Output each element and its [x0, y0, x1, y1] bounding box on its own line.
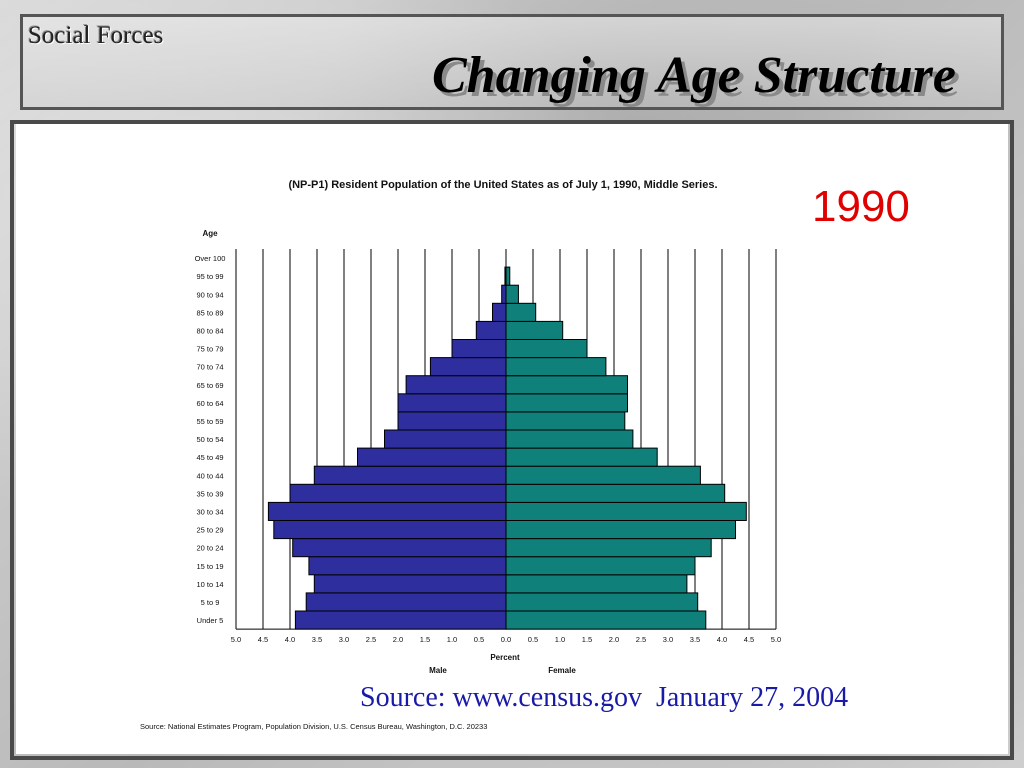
male-bar — [397, 393, 507, 413]
x-tick-label: 2.0 — [393, 635, 403, 644]
female-bar — [505, 465, 701, 485]
age-label: 85 to 89 — [196, 308, 223, 317]
male-bar — [501, 284, 507, 304]
x-tick-label: 3.5 — [312, 635, 322, 644]
female-bar — [505, 339, 588, 359]
female-label: Female — [548, 666, 576, 675]
female-bar — [505, 302, 537, 322]
age-label: 35 to 39 — [196, 489, 223, 498]
chart-title: (NP-P1) Resident Population of the Unite… — [288, 179, 717, 191]
female-bar — [505, 320, 564, 340]
x-tick-label: 3.0 — [663, 635, 673, 644]
age-label: 10 to 14 — [196, 580, 223, 589]
male-bar — [451, 339, 507, 359]
section-label: Social Forces — [28, 22, 164, 49]
age-label: 45 to 49 — [196, 453, 223, 462]
age-label: 95 to 99 — [196, 272, 223, 281]
male-bar — [294, 610, 507, 630]
female-bar — [505, 411, 626, 431]
age-label: 15 to 19 — [196, 562, 223, 571]
year-label: 1990 — [812, 182, 910, 231]
age-label: 90 to 94 — [196, 290, 223, 299]
x-tick-label: 3.0 — [339, 635, 349, 644]
x-tick-label: 4.5 — [744, 635, 754, 644]
male-bar — [267, 501, 507, 521]
female-bar — [505, 447, 658, 467]
age-label: 5 to 9 — [201, 598, 220, 607]
age-label: 30 to 34 — [196, 507, 223, 516]
x-tick-label: 0.0 — [501, 635, 511, 644]
age-label: 75 to 79 — [196, 345, 223, 354]
male-bar — [308, 556, 507, 576]
female-bar — [505, 266, 511, 286]
content-frame — [10, 120, 1014, 760]
female-bar — [505, 501, 747, 521]
male-bar — [292, 538, 507, 558]
x-tick-label: 1.5 — [420, 635, 430, 644]
female-bar — [505, 429, 634, 449]
male-bar — [357, 447, 507, 467]
x-tick-label: 2.5 — [636, 635, 646, 644]
age-label: Over 100 — [195, 254, 226, 263]
age-label: Under 5 — [197, 616, 224, 625]
x-tick-label: 2.0 — [609, 635, 619, 644]
x-tick-label: 4.5 — [258, 635, 268, 644]
source-note: Source: National Estimates Program, Popu… — [140, 722, 487, 731]
source-url: Source: www.census.gov January 27, 2004 — [360, 682, 849, 713]
male-bar — [273, 520, 507, 540]
age-label: 55 to 59 — [196, 417, 223, 426]
bars-group — [267, 266, 747, 630]
female-bar — [505, 556, 696, 576]
age-label: 60 to 64 — [196, 399, 223, 408]
x-tick-label: 5.0 — [771, 635, 781, 644]
x-tick-label: 1.5 — [582, 635, 592, 644]
female-bar — [505, 592, 699, 612]
male-bar — [492, 302, 507, 322]
female-bar — [505, 574, 688, 594]
slide-title: Changing Age Structure — [431, 47, 956, 104]
x-tick-label: 0.5 — [528, 635, 538, 644]
x-tick-labels-group: 5.0 4.5 4.0 3.5 3.0 2.5 2.0 1.5 1.0 0.5 0.0 0.5 1.0 1… — [231, 635, 781, 644]
x-tick-label: 4.0 — [285, 635, 295, 644]
female-bar — [505, 375, 628, 395]
age-label: 25 to 29 — [196, 526, 223, 535]
male-bar — [475, 320, 507, 340]
x-tick-label: 0.5 — [474, 635, 484, 644]
x-tick-label: 4.0 — [717, 635, 727, 644]
title-band — [20, 14, 1004, 110]
female-bar — [505, 538, 712, 558]
female-bar — [505, 357, 607, 377]
age-label: 40 to 44 — [196, 471, 223, 480]
age-label: 80 to 84 — [196, 326, 223, 335]
female-bar — [505, 284, 519, 304]
female-bar — [505, 483, 726, 503]
male-label: Male — [429, 666, 447, 675]
age-label: 65 to 69 — [196, 381, 223, 390]
female-bar — [505, 610, 707, 630]
male-bar — [305, 592, 507, 612]
age-labels-group: Under 5 5 to 9 10 to 14 15 to 19 20 to 24 25 … — [195, 254, 226, 625]
age-label: 70 to 74 — [196, 363, 223, 372]
female-bar — [505, 393, 628, 413]
x-tick-label: 1.0 — [555, 635, 565, 644]
x-tick-label: 5.0 — [231, 635, 241, 644]
x-tick-label: 2.5 — [366, 635, 376, 644]
y-axis-label: Age — [202, 229, 218, 238]
x-axis-label: Percent — [490, 653, 520, 662]
age-label: 20 to 24 — [196, 544, 223, 553]
male-bar — [289, 483, 507, 503]
female-bar — [505, 520, 736, 540]
male-bar — [429, 357, 507, 377]
male-bar — [313, 574, 507, 594]
male-bar — [405, 375, 507, 395]
x-tick-label: 1.0 — [447, 635, 457, 644]
male-bar — [313, 465, 507, 485]
x-tick-label: 3.5 — [690, 635, 700, 644]
age-label: 50 to 54 — [196, 435, 223, 444]
male-bar — [397, 411, 507, 431]
male-bar — [384, 429, 507, 449]
